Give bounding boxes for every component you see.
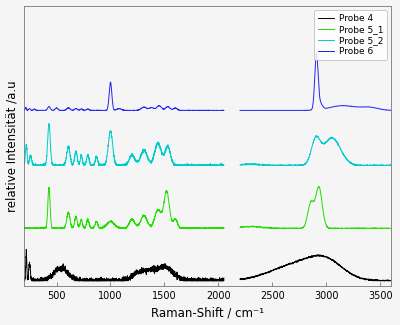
Probe 4 bbox=[216, 279, 220, 283]
Probe 5_2 bbox=[32, 163, 37, 167]
Probe 5_2 bbox=[46, 122, 51, 125]
Probe 4 bbox=[24, 247, 29, 251]
Probe 5_2 bbox=[114, 162, 118, 166]
Probe 5_2 bbox=[216, 163, 221, 167]
Probe 5_1 bbox=[32, 227, 37, 230]
Probe 5_2 bbox=[119, 163, 124, 167]
Probe 5_1 bbox=[216, 226, 221, 230]
Probe 5_2 bbox=[216, 163, 220, 167]
Probe 5_1 bbox=[46, 185, 51, 189]
Probe 5_1 bbox=[22, 226, 26, 230]
Probe 6 bbox=[222, 109, 226, 112]
X-axis label: Raman-Shift / cm⁻¹: Raman-Shift / cm⁻¹ bbox=[151, 306, 264, 319]
Line: Probe 5_2: Probe 5_2 bbox=[24, 124, 224, 165]
Line: Probe 4: Probe 4 bbox=[24, 249, 224, 281]
Line: Probe 5_1: Probe 5_1 bbox=[24, 187, 224, 228]
Probe 5_2 bbox=[222, 163, 226, 167]
Probe 4 bbox=[32, 279, 37, 283]
Probe 5_1 bbox=[222, 227, 226, 230]
Probe 6 bbox=[216, 109, 220, 112]
Probe 4 bbox=[114, 279, 118, 283]
Probe 5_1 bbox=[216, 227, 220, 230]
Probe 6 bbox=[22, 108, 26, 112]
Line: Probe 6: Probe 6 bbox=[24, 82, 224, 110]
Probe 6 bbox=[32, 107, 37, 111]
Probe 6 bbox=[119, 107, 124, 111]
Probe 6 bbox=[30, 109, 34, 112]
Probe 5_2 bbox=[179, 163, 184, 167]
Probe 5_1 bbox=[119, 227, 124, 230]
Y-axis label: relative Intensität /a.u: relative Intensität /a.u bbox=[6, 80, 18, 212]
Probe 4 bbox=[222, 276, 226, 280]
Probe 6 bbox=[216, 108, 221, 112]
Probe 5_2 bbox=[31, 163, 36, 167]
Probe 5_1 bbox=[22, 227, 27, 230]
Probe 5_1 bbox=[179, 226, 184, 230]
Legend: Probe 4, Probe 5_1, Probe 5_2, Probe 6: Probe 4, Probe 5_1, Probe 5_2, Probe 6 bbox=[314, 10, 387, 60]
Probe 4 bbox=[119, 277, 124, 281]
Probe 6 bbox=[179, 109, 184, 112]
Probe 6 bbox=[108, 80, 113, 84]
Probe 4 bbox=[216, 278, 220, 282]
Probe 4 bbox=[22, 279, 26, 283]
Probe 5_1 bbox=[114, 224, 118, 228]
Probe 5_2 bbox=[22, 162, 26, 166]
Probe 4 bbox=[179, 275, 184, 279]
Probe 6 bbox=[114, 108, 118, 111]
